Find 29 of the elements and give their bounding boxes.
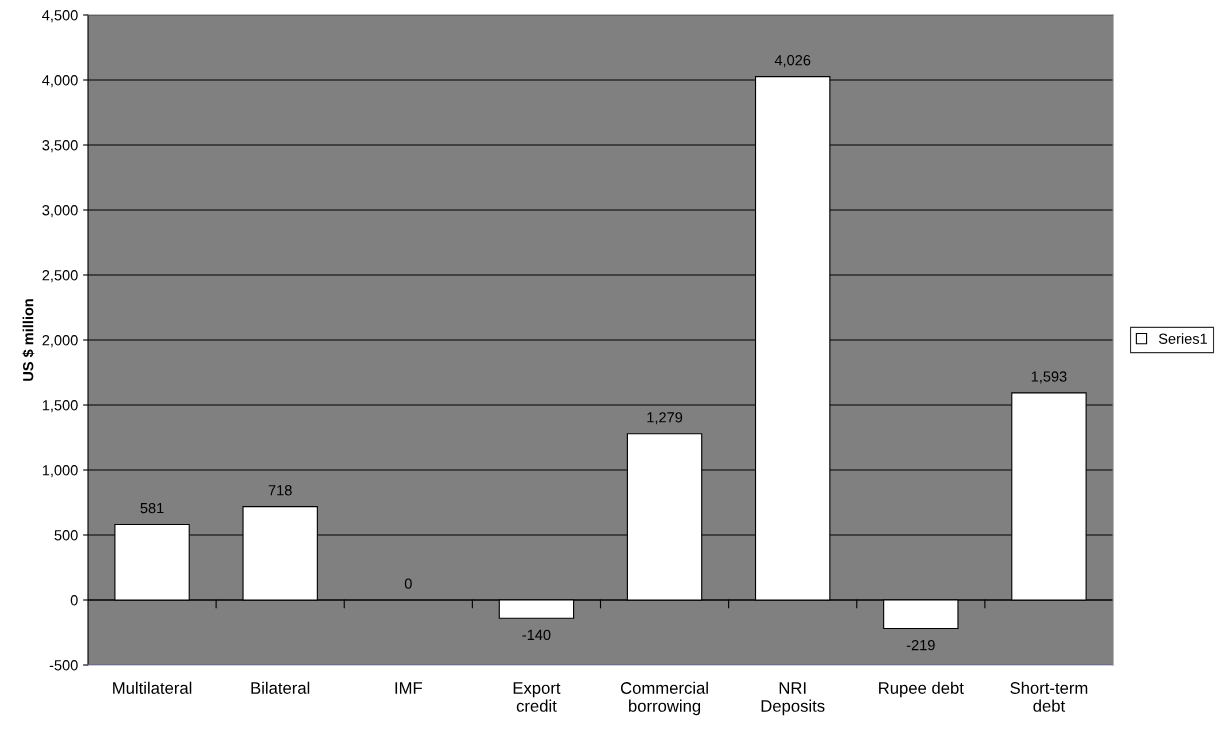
x-tick-label: Export credit (513, 682, 561, 712)
text: 1,279 (647, 412, 683, 425)
y-tick-label: 0 (70, 595, 78, 606)
y-tick-label: 3,000 (42, 205, 78, 218)
x-tick-label: Commercial borrowing (620, 681, 708, 716)
x-tick-label: IMF (395, 682, 422, 694)
legend-label: Series1 (1158, 333, 1207, 344)
text: 718 (268, 485, 292, 496)
x-tick-label: Multilateral (113, 681, 192, 694)
y-tick-label: 4,000 (42, 75, 78, 88)
y-tick-label: 500 (54, 530, 78, 541)
y-axis-title: US $ million (22, 299, 35, 381)
y-tick-label: -500 (49, 660, 78, 671)
x-tick-label: Bilateral (251, 681, 310, 694)
x-tick-label: NRI Deposits (761, 682, 825, 716)
y-tick-label: 3,500 (42, 140, 78, 153)
text: -219 (906, 639, 935, 651)
y-tick-label: 1,000 (42, 465, 78, 478)
text: 581 (140, 502, 164, 514)
text: 1,593 (1031, 371, 1067, 384)
text: 0 (404, 578, 412, 589)
y-tick-label: 2,000 (42, 335, 78, 348)
text: -140 (522, 629, 551, 641)
text: 4,026 (774, 55, 811, 68)
y-tick-label: 2,500 (42, 270, 78, 283)
x-tick-label: Rupee debt (879, 681, 964, 698)
y-tick-label: 4,500 (42, 10, 78, 23)
y-tick-label: 1,500 (42, 400, 78, 413)
x-tick-label: Short-term debt (1010, 681, 1088, 712)
